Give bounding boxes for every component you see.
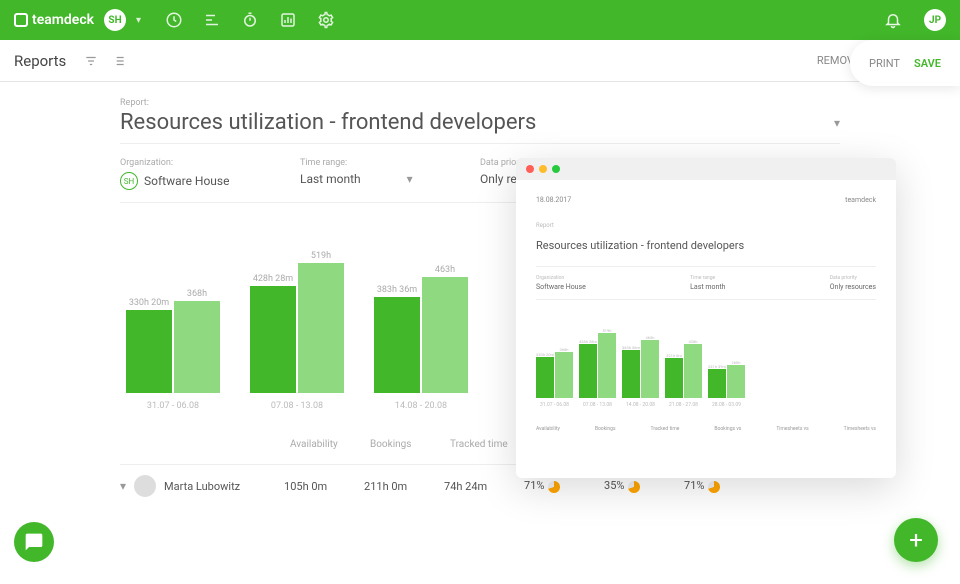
report-title-row: Resources utilization - frontend develop…	[120, 110, 840, 144]
max-dot-icon[interactable]	[552, 165, 560, 173]
avatar	[134, 475, 156, 497]
print-save-pill: PRINT SAVE	[850, 40, 960, 86]
preview-chart: 330h 20m368h428h 28m519h383h 36m463h321h…	[536, 318, 876, 398]
report-dropdown-icon[interactable]: ▾	[834, 116, 840, 130]
page-title: Reports	[14, 52, 66, 70]
list-view-icon[interactable]	[112, 54, 126, 68]
preview-metrics: AvailabilityBookingsTracked timeBookings…	[536, 426, 876, 432]
workspace-badge[interactable]: SH	[104, 9, 126, 31]
col-bookings: Bookings	[370, 439, 450, 450]
topbar: teamdeck SH ▾ JP	[0, 0, 960, 40]
cell-availability: 105h 0m	[284, 480, 364, 493]
row-expand-icon[interactable]: ▾	[120, 479, 126, 493]
cell-m2: 35%	[604, 479, 684, 492]
preview-brand: teamdeck	[845, 196, 876, 204]
row-name: Marta Lubowitz	[164, 480, 284, 493]
filter-icon[interactable]	[84, 54, 98, 68]
close-dot-icon[interactable]	[526, 165, 534, 173]
subbar: Reports REMOVE EDIT REPORT	[0, 40, 960, 82]
report-title: Resources utilization - frontend develop…	[120, 110, 536, 135]
cell-m3: 71%	[684, 479, 764, 492]
cell-bookings: 211h 0m	[364, 480, 444, 493]
cell-m1: 71%	[524, 479, 604, 492]
preview-filters: OrganizationSoftware HouseTime rangeLast…	[536, 266, 876, 300]
col-availability: Availability	[290, 439, 370, 450]
chart-icon[interactable]	[279, 11, 297, 29]
bell-icon[interactable]	[884, 11, 902, 29]
preview-x-labels: 31.07 - 06.0807.08 - 13.0814.08 - 20.082…	[536, 402, 876, 408]
preview-titlebar	[516, 158, 896, 180]
chevron-down-icon[interactable]: ▾	[136, 15, 141, 26]
print-button[interactable]: PRINT	[869, 57, 900, 70]
cell-tracked: 74h 24m	[444, 480, 524, 493]
report-label: Report:	[120, 98, 840, 108]
timer-icon[interactable]	[241, 11, 259, 29]
dashboard-icon[interactable]	[165, 11, 183, 29]
preview-report-title: Resources utilization - frontend develop…	[536, 239, 876, 252]
gear-icon[interactable]	[317, 11, 335, 29]
print-preview-window: 18.08.2017 teamdeck Report Resources uti…	[516, 158, 896, 478]
save-button[interactable]: SAVE	[914, 57, 941, 70]
preview-date: 18.08.2017	[536, 196, 571, 204]
min-dot-icon[interactable]	[539, 165, 547, 173]
chat-fab[interactable]	[14, 522, 54, 562]
topbar-nav-icons	[165, 11, 335, 29]
add-fab[interactable]: +	[894, 518, 938, 562]
logo[interactable]: teamdeck	[14, 12, 94, 28]
preview-report-label: Report	[536, 222, 876, 229]
user-badge[interactable]: JP	[924, 9, 946, 31]
list-icon[interactable]	[203, 11, 221, 29]
